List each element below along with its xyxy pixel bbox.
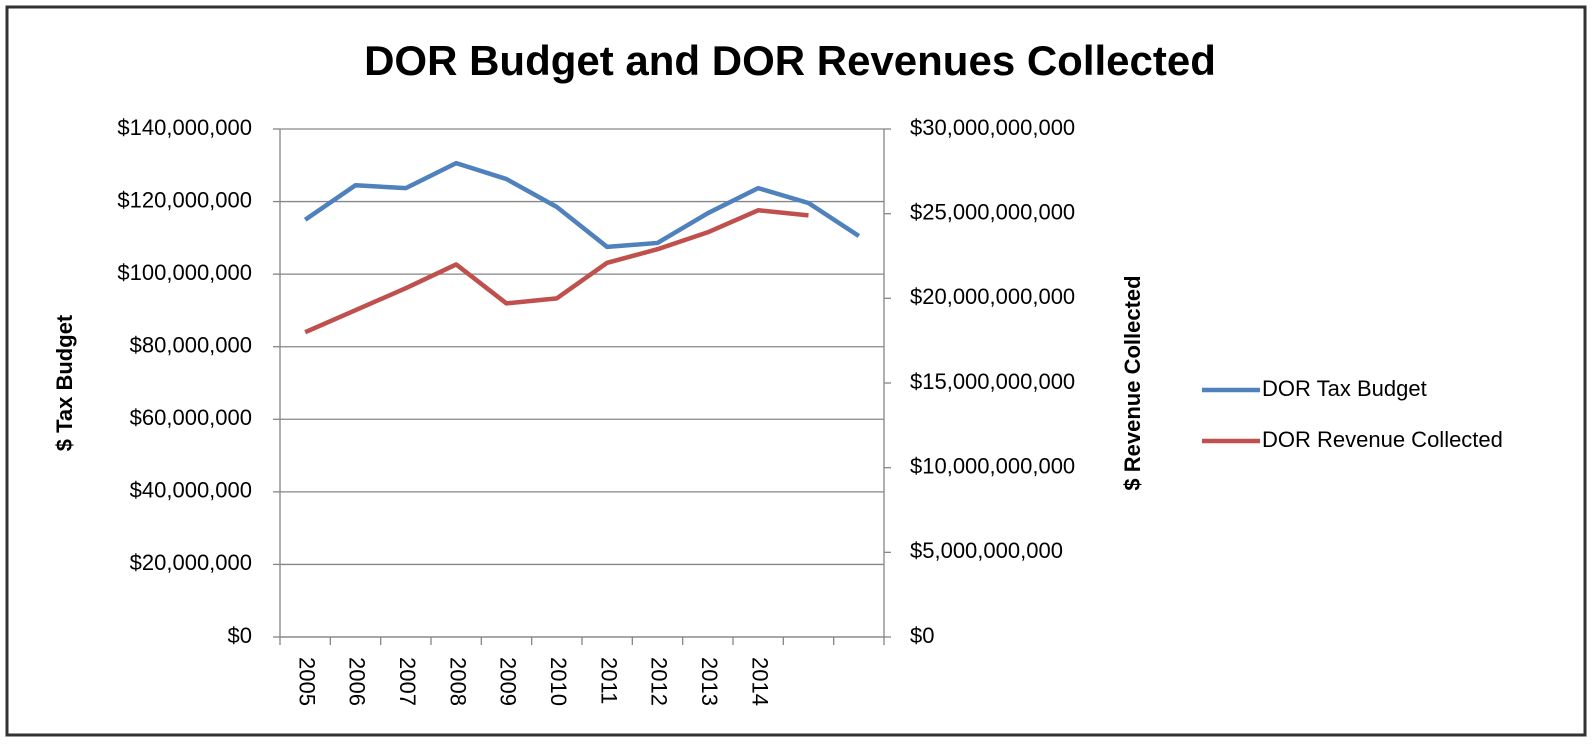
x-tick-label: 2008 [445,657,470,706]
y2-tick-label: $10,000,000,000 [910,453,1075,478]
y-tick-label: $40,000,000 [130,478,252,503]
chart-title: DOR Budget and DOR Revenues Collected [364,37,1216,84]
y-tick-label: $80,000,000 [130,333,252,358]
x-tick-label: 2006 [345,657,370,706]
y-axis-title: $ Tax Budget [52,314,77,451]
x-tick-label: 2012 [647,657,672,706]
legend-label: DOR Tax Budget [1262,376,1427,401]
y2-tick-label: $15,000,000,000 [910,369,1075,394]
y2-tick-label: $25,000,000,000 [910,199,1075,224]
y-tick-label: $140,000,000 [117,115,252,140]
y2-axis-title: $ Revenue Collected [1120,275,1145,490]
data-line [304,208,809,335]
x-tick-label: 2013 [697,657,722,706]
y2-tick-label: $20,000,000,000 [910,284,1075,309]
x-tick-label: 2007 [395,657,420,706]
y2-tick-label: $30,000,000,000 [910,115,1075,140]
y-tick-label: $60,000,000 [130,405,252,430]
y-tick-label: $100,000,000 [117,260,252,285]
x-tick-label: 2010 [546,657,571,706]
y-tick-label: $20,000,000 [130,550,252,575]
x-tick-label: 2014 [747,657,772,706]
legend-label: DOR Revenue Collected [1262,427,1503,452]
y-tick-label: $0 [228,623,252,648]
y-tick-label: $120,000,000 [117,187,252,212]
x-tick-label: 2011 [596,657,621,704]
x-tick-label: 2009 [496,657,521,706]
y2-tick-label: $5,000,000,000 [910,538,1063,563]
x-tick-label: 2005 [294,657,319,706]
data-line [303,160,861,250]
y2-tick-label: $0 [910,623,934,648]
chart-frame [5,5,1587,737]
